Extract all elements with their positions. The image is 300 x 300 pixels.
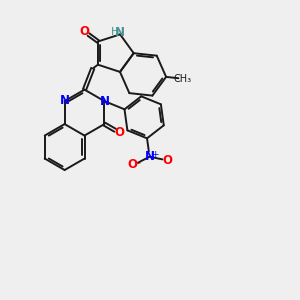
- Text: O: O: [128, 158, 138, 171]
- Text: +: +: [151, 150, 159, 159]
- Text: N: N: [145, 150, 154, 163]
- Text: N: N: [60, 94, 70, 107]
- Text: H: H: [111, 27, 119, 37]
- Text: O: O: [114, 126, 124, 139]
- Text: ⁻: ⁻: [134, 160, 141, 173]
- Text: N: N: [100, 94, 110, 108]
- Text: O: O: [163, 154, 173, 166]
- Text: O: O: [80, 25, 89, 38]
- Text: CH₃: CH₃: [174, 74, 192, 84]
- Text: N: N: [115, 26, 125, 39]
